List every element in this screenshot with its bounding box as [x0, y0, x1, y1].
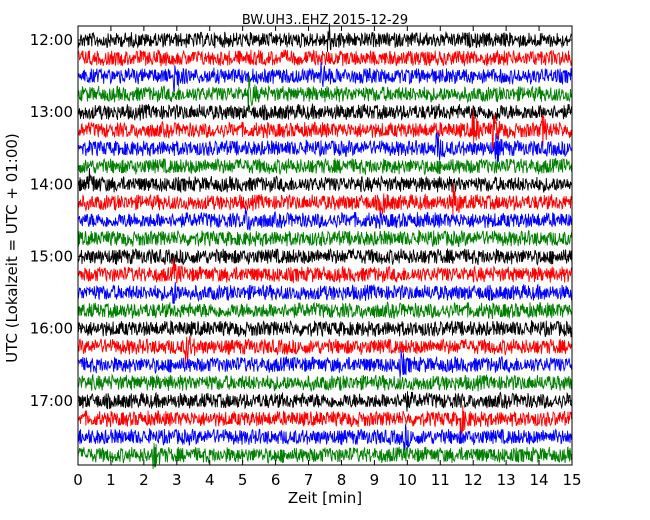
x-axis: 0 1 2 3 4 5 6 7 8 9 10 11 12 13 14 15	[73, 26, 582, 489]
y-tick-label: 15:00	[30, 248, 73, 266]
x-tick-label: 5	[238, 471, 248, 489]
x-axis-label: Zeit [min]	[288, 489, 362, 507]
x-tick-label: 14	[530, 471, 549, 489]
y-axis: 12:00 13:00 14:00 15:00 16:00 17:00	[30, 31, 572, 410]
trace-line-7	[77, 157, 573, 176]
trace-line-20	[77, 391, 573, 412]
trace-line-15	[77, 301, 573, 320]
x-tick-label: 0	[73, 471, 83, 489]
y-tick-label: 12:00	[30, 31, 73, 49]
trace-line-11	[77, 229, 573, 248]
trace-line-10	[77, 207, 573, 232]
y-tick-label: 13:00	[30, 103, 73, 121]
trace-line-18	[77, 349, 573, 378]
trace-line-4	[77, 102, 573, 125]
trace-line-23	[77, 443, 573, 469]
trace-line-9	[77, 183, 573, 217]
trace-line-22	[77, 424, 573, 451]
y-axis-label: UTC (Lokalzeit = UTC + 01:00)	[3, 133, 21, 363]
y-tick-label: 14:00	[30, 175, 73, 193]
x-tick-label: 13	[497, 471, 516, 489]
trace-line-12	[77, 247, 573, 266]
trace-line-17	[77, 335, 573, 365]
trace-line-1	[77, 49, 573, 67]
y-tick-label: 16:00	[30, 320, 73, 338]
trace-group	[77, 23, 573, 469]
trace-line-14	[77, 282, 573, 305]
x-tick-label: 12	[464, 471, 483, 489]
trace-line-21	[77, 405, 573, 438]
x-tick-label: 2	[139, 471, 149, 489]
x-tick-label: 8	[337, 471, 347, 489]
trace-line-5	[77, 108, 573, 151]
trace-line-19	[77, 373, 573, 393]
x-tick-label: 7	[304, 471, 314, 489]
plot-frame	[77, 25, 573, 466]
x-tick-label: 15	[562, 471, 581, 489]
chart-title: BW.UH3..EHZ 2015-12-29	[242, 13, 408, 28]
x-tick-label: 10	[398, 471, 417, 489]
x-tick-label: 9	[370, 471, 380, 489]
x-tick-label: 3	[172, 471, 182, 489]
x-tick-label: 11	[431, 471, 450, 489]
trace-line-2	[77, 61, 573, 93]
trace-line-13	[77, 257, 573, 284]
y-tick-label: 17:00	[30, 392, 73, 410]
x-tick-label: 1	[106, 471, 116, 489]
x-tick-label: 4	[205, 471, 215, 489]
trace-line-6	[77, 132, 573, 163]
trace-line-8	[77, 168, 573, 194]
trace-line-3	[77, 75, 573, 113]
x-tick-label: 6	[271, 471, 281, 489]
trace-line-0	[77, 23, 573, 52]
trace-line-16	[77, 319, 573, 338]
